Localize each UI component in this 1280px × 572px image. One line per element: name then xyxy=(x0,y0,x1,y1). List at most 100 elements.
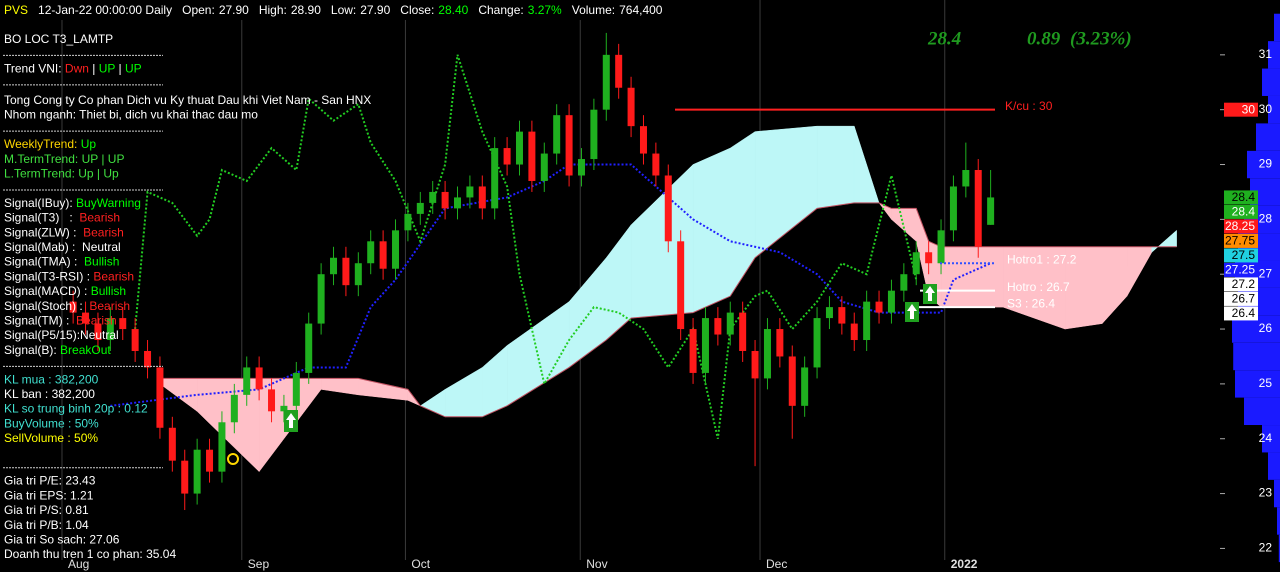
info-text: | xyxy=(89,62,99,76)
indicator-line xyxy=(134,54,918,439)
candle-body xyxy=(305,323,313,373)
volume-profile-bar xyxy=(1247,150,1280,179)
info-line: Doanh thu tren 1 co phan: 35.04 xyxy=(4,547,176,561)
level-label: K/cu : 30 xyxy=(1005,99,1053,113)
candle-body xyxy=(987,197,995,225)
candle-body xyxy=(813,318,821,368)
volume-profile-bar xyxy=(1278,534,1280,563)
info-line: Nhom nganh: Thiet bi, dich vu khai thac … xyxy=(4,108,258,122)
info-text: Bearish xyxy=(93,270,134,284)
candle-body xyxy=(106,318,114,341)
info-text: SellVolume : 50% xyxy=(4,431,98,445)
info-line: BO LOC T3_LAMTP xyxy=(4,32,113,46)
price-tag xyxy=(1224,102,1258,117)
candle-body xyxy=(181,460,189,494)
candle-body xyxy=(615,54,623,88)
x-tick-label: Aug xyxy=(68,557,89,571)
candle-body xyxy=(392,230,400,269)
x-tick-label: Nov xyxy=(586,557,607,571)
price-tag xyxy=(1224,306,1258,321)
header-item: Close: xyxy=(400,3,434,17)
candle-body xyxy=(206,449,214,472)
candle-body xyxy=(949,186,957,231)
price-tag xyxy=(1224,233,1258,248)
y-tick-label: 26 xyxy=(1259,321,1273,335)
info-line: BuyVolume : 50% xyxy=(4,417,99,431)
info-line: Signal(Mab) : Neutral xyxy=(4,240,121,254)
info-text: Signal(TM) : xyxy=(4,314,76,328)
x-tick-label: Dec xyxy=(766,557,787,571)
candle-body xyxy=(429,191,437,203)
x-tick-label: Sep xyxy=(248,557,270,571)
info-line: Signal(B): BreakOut xyxy=(4,343,111,357)
info-text: Signal(Stoch) : xyxy=(4,299,89,313)
candle-body xyxy=(82,312,90,324)
header-item: PVS xyxy=(4,3,28,17)
info-text: Gia tri P/B: 1.04 xyxy=(4,518,89,532)
info-line: Signal(ZLW) : Bearish xyxy=(4,225,124,239)
info-text: Bearish xyxy=(89,299,130,313)
header-item: 3.27% xyxy=(528,3,562,17)
y-tick-label: 30 xyxy=(1259,102,1273,116)
y-tick-label: 27 xyxy=(1259,266,1273,280)
price-tag xyxy=(1224,248,1258,263)
header-item: Volume: xyxy=(572,3,615,17)
cloud-segment xyxy=(940,246,1004,308)
volume-profile-bar xyxy=(1274,479,1280,508)
info-line: Tong Cong ty Co phan Dich vu Ky thuat Da… xyxy=(4,93,371,107)
candle-body xyxy=(193,449,201,494)
info-text: Signal(T3-RSI) : xyxy=(4,270,93,284)
candle-body xyxy=(590,109,598,160)
price-tag-label: 28.4 xyxy=(1232,205,1256,219)
candle-body xyxy=(131,329,139,351)
info-text: | xyxy=(115,62,125,76)
info-text: WeeklyTrend: xyxy=(4,137,81,151)
price-tag-label: 30 xyxy=(1242,102,1256,116)
candle-body xyxy=(825,307,833,319)
candle-body xyxy=(354,263,362,286)
info-text: M.TermTrend: UP | UP xyxy=(4,152,124,166)
y-tick-label: 31 xyxy=(1259,47,1273,61)
info-text: Gia tri P/S: 0.81 xyxy=(4,503,89,517)
info-text: Up xyxy=(81,137,97,151)
volume-profile-bar xyxy=(1262,68,1280,96)
info-line: Signal(P5/15):Neutral xyxy=(4,328,119,342)
candle-body xyxy=(441,191,449,209)
candle-body xyxy=(627,87,635,127)
info-line: Signal(T3-RSI) : Bearish xyxy=(4,270,134,284)
header-bar xyxy=(0,0,677,20)
price-tag-label: 26.7 xyxy=(1232,292,1256,306)
candle-body xyxy=(788,356,796,406)
volume-profile-bar xyxy=(1235,370,1280,398)
candle-body xyxy=(144,350,152,368)
x-tick-label: 2022 xyxy=(951,557,978,571)
candle-body xyxy=(292,372,300,406)
price-tag-label: 28.25 xyxy=(1225,219,1255,233)
candle-body xyxy=(553,115,561,154)
info-text: Signal(IBuy): xyxy=(4,196,76,210)
price-tag xyxy=(1224,291,1258,306)
info-text: Signal(ZLW) : xyxy=(4,225,83,239)
candle-body xyxy=(255,367,263,390)
candle-body xyxy=(739,312,747,351)
volume-profile-bar xyxy=(1256,123,1280,151)
info-text: BuyWarning xyxy=(76,196,141,210)
info-line: Gia tri P/S: 0.81 xyxy=(4,503,89,517)
volume-profile-bar xyxy=(1277,507,1280,535)
info-text: Signal(TMA) : xyxy=(4,255,84,269)
info-line: SellVolume : 50% xyxy=(4,431,98,445)
info-text: Signal(P5/15):Neutral xyxy=(4,328,119,342)
header-item: High: xyxy=(259,3,287,17)
info-text: Gia tri P/E: 23.43 xyxy=(4,474,96,488)
y-tick-label: 28 xyxy=(1259,212,1273,226)
candle-body xyxy=(379,241,387,269)
info-text: BuyVolume : 50% xyxy=(4,417,99,431)
header-item: 28.90 xyxy=(291,3,321,17)
candle-body xyxy=(466,186,474,198)
candle-body xyxy=(94,323,102,341)
cloud-segment xyxy=(816,125,855,209)
candle-body xyxy=(974,170,982,247)
candle-body xyxy=(280,405,288,412)
header-item: 12-Jan-22 00:00:00 Daily xyxy=(38,3,172,17)
